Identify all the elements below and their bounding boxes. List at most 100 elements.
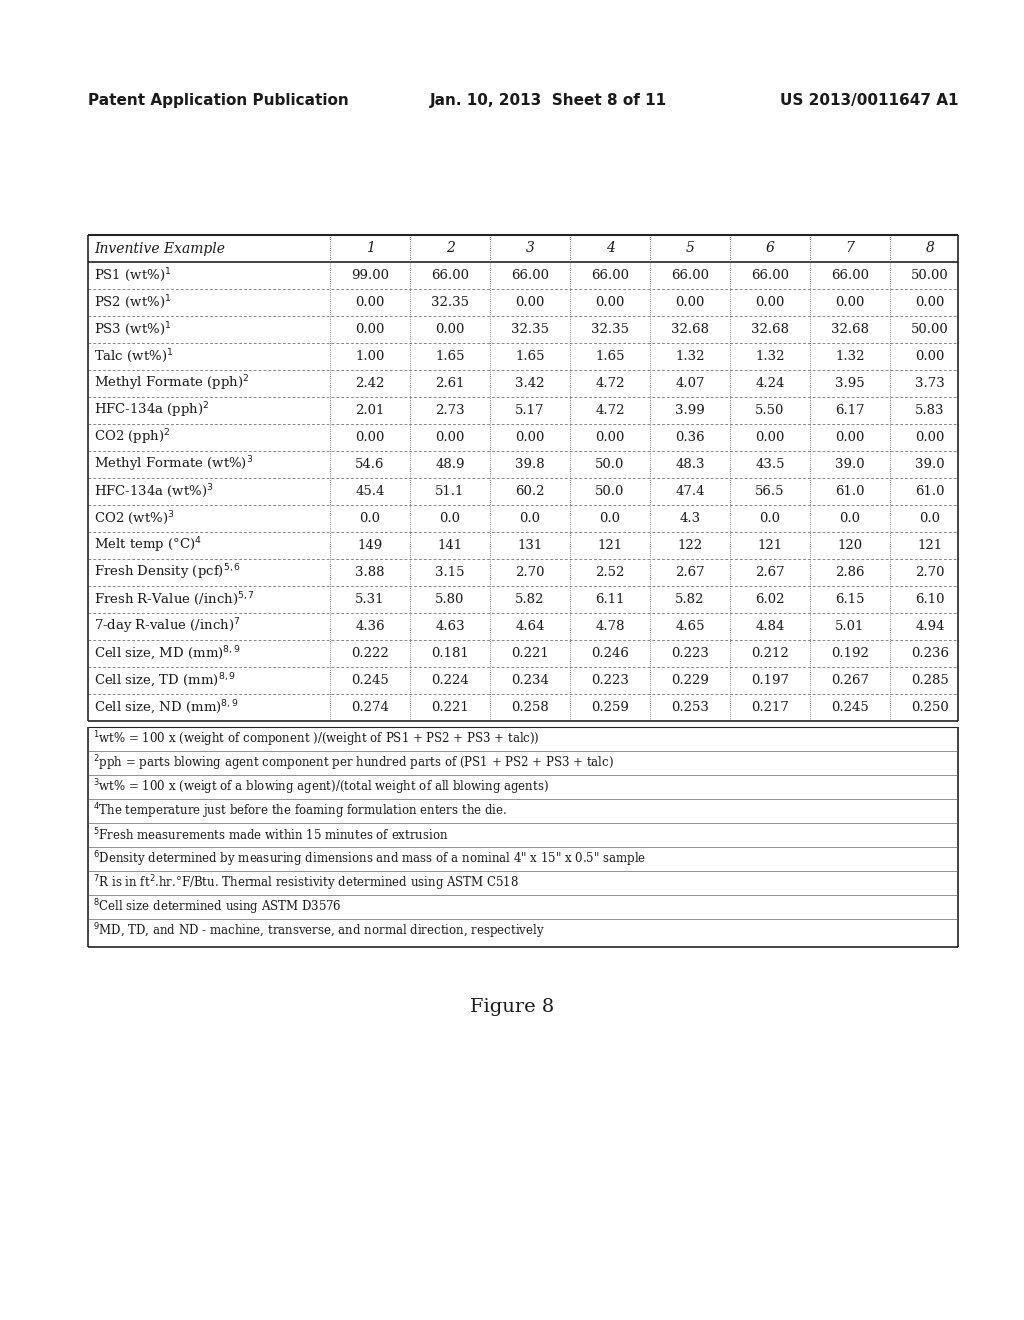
Text: $^4$The temperature just before the foaming formulation enters the die.: $^4$The temperature just before the foam… [93, 801, 507, 821]
Text: 0.00: 0.00 [915, 432, 945, 444]
Text: 0.00: 0.00 [355, 296, 385, 309]
Text: 6.11: 6.11 [595, 593, 625, 606]
Text: 0.212: 0.212 [752, 647, 788, 660]
Text: 6: 6 [766, 242, 774, 256]
Text: 50.00: 50.00 [911, 269, 949, 282]
Text: 6.17: 6.17 [836, 404, 865, 417]
Text: US 2013/0011647 A1: US 2013/0011647 A1 [779, 92, 958, 107]
Text: 0.00: 0.00 [355, 432, 385, 444]
Text: Cell size, TD (mm)$^{8,9}$: Cell size, TD (mm)$^{8,9}$ [94, 672, 237, 689]
Text: 5.82: 5.82 [675, 593, 705, 606]
Text: 1: 1 [366, 242, 375, 256]
Text: CO2 (pph)$^2$: CO2 (pph)$^2$ [94, 428, 171, 447]
Text: 4.72: 4.72 [595, 404, 625, 417]
Text: Fresh Density (pcf)$^{5,6}$: Fresh Density (pcf)$^{5,6}$ [94, 562, 241, 582]
Text: Melt temp (°C)$^4$: Melt temp (°C)$^4$ [94, 536, 202, 556]
Text: 2.70: 2.70 [515, 566, 545, 579]
Text: 3.42: 3.42 [515, 378, 545, 389]
Text: 0.234: 0.234 [511, 675, 549, 686]
Text: 120: 120 [838, 539, 862, 552]
Text: 2: 2 [445, 242, 455, 256]
Text: 61.0: 61.0 [836, 484, 864, 498]
Text: 5.17: 5.17 [515, 404, 545, 417]
Text: 0.245: 0.245 [351, 675, 389, 686]
Text: 4.36: 4.36 [355, 620, 385, 634]
Text: 0.00: 0.00 [756, 432, 784, 444]
Text: 4.78: 4.78 [595, 620, 625, 634]
Text: 8: 8 [926, 242, 935, 256]
Text: 2.67: 2.67 [675, 566, 705, 579]
Text: 0.00: 0.00 [355, 323, 385, 337]
Text: Cell size, MD (mm)$^{8,9}$: Cell size, MD (mm)$^{8,9}$ [94, 644, 241, 663]
Text: Jan. 10, 2013  Sheet 8 of 11: Jan. 10, 2013 Sheet 8 of 11 [430, 92, 667, 107]
Text: 0.0: 0.0 [920, 512, 940, 525]
Text: 0.259: 0.259 [591, 701, 629, 714]
Text: 0.274: 0.274 [351, 701, 389, 714]
Text: 5.50: 5.50 [756, 404, 784, 417]
Text: 131: 131 [517, 539, 543, 552]
Text: $^5$Fresh measurements made within 15 minutes of extrusion: $^5$Fresh measurements made within 15 mi… [93, 826, 449, 843]
Text: 0.36: 0.36 [675, 432, 705, 444]
Text: 0.224: 0.224 [431, 675, 469, 686]
Text: 50.00: 50.00 [911, 323, 949, 337]
Text: 0.00: 0.00 [435, 323, 465, 337]
Text: 1.32: 1.32 [836, 350, 864, 363]
Text: 0.217: 0.217 [751, 701, 788, 714]
Text: 2.52: 2.52 [595, 566, 625, 579]
Text: 0.00: 0.00 [435, 432, 465, 444]
Text: 1.00: 1.00 [355, 350, 385, 363]
Text: Inventive Example: Inventive Example [94, 242, 225, 256]
Text: 61.0: 61.0 [915, 484, 945, 498]
Text: 99.00: 99.00 [351, 269, 389, 282]
Text: Methyl Formate (pph)$^2$: Methyl Formate (pph)$^2$ [94, 374, 250, 393]
Text: 6.15: 6.15 [836, 593, 864, 606]
Text: 60.2: 60.2 [515, 484, 545, 498]
Text: 0.221: 0.221 [511, 647, 549, 660]
Text: 39.0: 39.0 [836, 458, 865, 471]
Text: 66.00: 66.00 [831, 269, 869, 282]
Text: 6.02: 6.02 [756, 593, 784, 606]
Text: 0.00: 0.00 [515, 296, 545, 309]
Text: 39.8: 39.8 [515, 458, 545, 471]
Text: 0.192: 0.192 [831, 647, 869, 660]
Text: 0.222: 0.222 [351, 647, 389, 660]
Text: 0.223: 0.223 [591, 675, 629, 686]
Text: 4.65: 4.65 [675, 620, 705, 634]
Text: 0.0: 0.0 [359, 512, 381, 525]
Text: 1.32: 1.32 [675, 350, 705, 363]
Text: 3.73: 3.73 [915, 378, 945, 389]
Text: 66.00: 66.00 [511, 269, 549, 282]
Text: 4.24: 4.24 [756, 378, 784, 389]
Text: 0.229: 0.229 [671, 675, 709, 686]
Text: 0.00: 0.00 [756, 296, 784, 309]
Text: 6.10: 6.10 [915, 593, 945, 606]
Text: 0.0: 0.0 [439, 512, 461, 525]
Text: 32.35: 32.35 [591, 323, 629, 337]
Text: 122: 122 [678, 539, 702, 552]
Text: 4.84: 4.84 [756, 620, 784, 634]
Text: PS2 (wt%)$^1$: PS2 (wt%)$^1$ [94, 293, 171, 312]
Text: 45.4: 45.4 [355, 484, 385, 498]
Text: 0.00: 0.00 [595, 296, 625, 309]
Text: 0.0: 0.0 [840, 512, 860, 525]
Text: Fresh R-Value (/inch)$^{5,7}$: Fresh R-Value (/inch)$^{5,7}$ [94, 590, 255, 609]
Text: 2.01: 2.01 [355, 404, 385, 417]
Text: 0.00: 0.00 [915, 350, 945, 363]
Text: 4.63: 4.63 [435, 620, 465, 634]
Text: 51.1: 51.1 [435, 484, 465, 498]
Text: Cell size, ND (mm)$^{8,9}$: Cell size, ND (mm)$^{8,9}$ [94, 698, 239, 717]
Text: 1.32: 1.32 [756, 350, 784, 363]
Text: $^9$MD, TD, and ND - machine, transverse, and normal direction, respectively: $^9$MD, TD, and ND - machine, transverse… [93, 921, 545, 941]
Text: HFC-134a (wt%)$^3$: HFC-134a (wt%)$^3$ [94, 483, 214, 500]
Text: 32.68: 32.68 [751, 323, 790, 337]
Text: 7-day R-value (/inch)$^7$: 7-day R-value (/inch)$^7$ [94, 616, 241, 636]
Text: 0.00: 0.00 [515, 432, 545, 444]
Text: 0.197: 0.197 [751, 675, 790, 686]
Text: 5: 5 [685, 242, 694, 256]
Text: 4.72: 4.72 [595, 378, 625, 389]
Text: 47.4: 47.4 [675, 484, 705, 498]
Text: 5.01: 5.01 [836, 620, 864, 634]
Text: 121: 121 [918, 539, 942, 552]
Text: 3.95: 3.95 [836, 378, 865, 389]
Text: Figure 8: Figure 8 [470, 998, 554, 1016]
